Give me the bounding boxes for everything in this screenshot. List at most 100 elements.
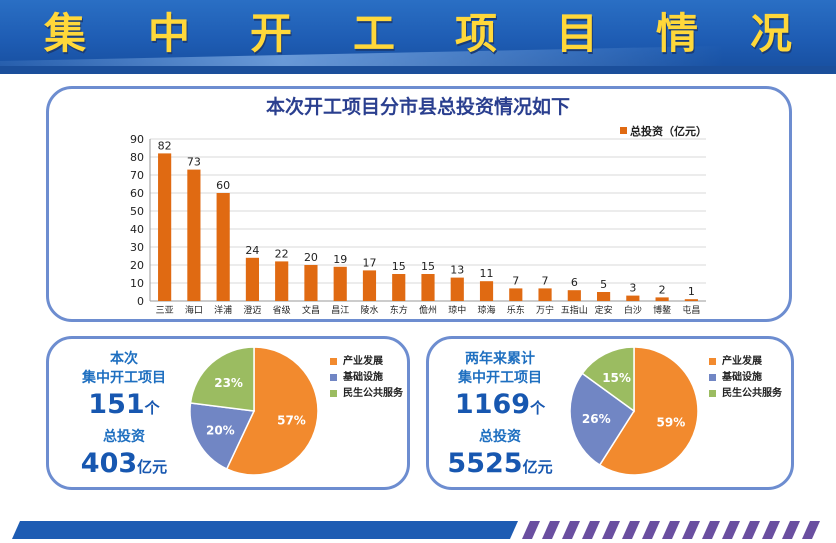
project-count: 1169 (454, 389, 531, 420)
bar-value-label: 13 (450, 264, 464, 277)
x-tick-label: 琼中 (448, 304, 466, 316)
legend-swatch (620, 127, 627, 134)
title-char: 中 (148, 9, 191, 58)
bar-value-label: 73 (187, 156, 201, 169)
x-tick-label: 屯昌 (682, 304, 700, 316)
pie-slice (598, 346, 699, 476)
legend-swatch (709, 357, 716, 365)
bar (245, 257, 260, 301)
legend-item: 产业发展 (330, 352, 383, 367)
bar (626, 295, 640, 301)
footer-stripe (782, 521, 800, 539)
x-tick-label: 省级 (273, 304, 291, 316)
y-tick-label: 0 (137, 295, 144, 308)
y-tick-label: 50 (130, 205, 144, 218)
pie-slice-label: 57% (277, 413, 306, 427)
legend-swatch (330, 389, 337, 397)
bar (567, 290, 581, 301)
bar-value-label: 6 (571, 276, 578, 289)
footer-stripe-group (522, 521, 820, 539)
title-char: 况 (750, 9, 793, 58)
y-tick-label: 20 (130, 259, 144, 272)
x-tick-label: 万宁 (536, 304, 554, 316)
y-tick-label: 70 (130, 169, 144, 182)
invest-total: 5525 (447, 448, 523, 479)
x-tick-label: 五指山 (561, 304, 588, 316)
bar (479, 281, 494, 301)
invest-unit: 亿元 (137, 458, 168, 476)
legend-label: 民生公共服务 (343, 388, 403, 399)
footer-bar (12, 521, 518, 539)
legend-item: 产业发展 (709, 352, 762, 367)
legend-item: 基础设施 (330, 368, 383, 383)
bar-value-label: 20 (304, 251, 318, 264)
footer-stripe (562, 521, 580, 539)
invest-total: 403 (80, 448, 138, 479)
pie-slice (189, 402, 256, 470)
bar (684, 299, 698, 301)
bar (538, 288, 552, 301)
project-count: 151 (88, 389, 145, 420)
y-tick-label: 10 (130, 277, 144, 290)
footer-stripe (682, 521, 700, 539)
invest-label: 总投资 (103, 429, 145, 445)
legend-swatch (709, 373, 716, 381)
bar-value-label: 17 (362, 256, 376, 269)
bar (655, 297, 669, 301)
pie-slice-label: 15% (602, 371, 631, 385)
count-unit: 个 (530, 399, 546, 417)
footer-stripe (662, 521, 680, 539)
invest-label: 总投资 (479, 429, 521, 445)
pie-chart-current: 57% 20% 23% (189, 346, 319, 476)
x-tick-label: 澄迈 (243, 304, 261, 316)
title-char: 情 (656, 9, 699, 58)
bar (392, 274, 406, 301)
bar-value-label: 11 (480, 267, 494, 280)
legend-item: 民生公共服务 (709, 384, 782, 399)
pie-slice (569, 372, 636, 467)
bar (216, 193, 230, 301)
x-tick-label: 琼海 (478, 304, 496, 316)
footer-stripe (622, 521, 640, 539)
bar-value-label: 15 (392, 260, 406, 273)
bar (596, 292, 611, 301)
footer-stripes (12, 521, 820, 539)
bar (333, 266, 347, 301)
cumulative-stats: 两年来累计 集中开工项目 1169个 总投资 5525亿元 (444, 350, 556, 481)
stat-line1: 本次 (110, 351, 138, 367)
y-tick-label: 60 (130, 187, 144, 200)
footer-stripe (642, 521, 660, 539)
x-tick-label: 白沙 (624, 304, 642, 316)
bar (450, 277, 464, 301)
footer-stripe (702, 521, 720, 539)
stat-line1: 两年来累计 (465, 351, 535, 367)
bar-value-label: 1 (688, 285, 695, 298)
legend-item: 民生公共服务 (330, 384, 403, 399)
legend-swatch (330, 357, 337, 365)
bar (304, 265, 318, 301)
pie-slice (225, 346, 319, 476)
x-tick-label: 定安 (595, 304, 613, 316)
legend-label: 产业发展 (343, 356, 383, 367)
bar (158, 153, 172, 301)
legend-swatch (330, 373, 337, 381)
bar-value-label: 7 (542, 274, 549, 287)
title-char: 集 (44, 9, 87, 58)
header-banner: 集 中 开 工 项 目 情 况 (0, 0, 836, 74)
pie-slice-label: 26% (582, 412, 611, 426)
title-char: 工 (353, 9, 396, 58)
pie-slice-label: 23% (214, 376, 243, 390)
x-tick-label: 儋州 (419, 304, 437, 316)
footer-stripe (602, 521, 620, 539)
x-tick-label: 东方 (390, 304, 408, 316)
stat-line2: 集中开工项目 (82, 370, 166, 386)
pie-chart-cumulative: 59% 26% 15% (569, 346, 699, 476)
bar (509, 288, 523, 301)
y-tick-label: 80 (130, 151, 144, 164)
header-underline (0, 66, 836, 74)
footer-stripe (762, 521, 780, 539)
y-tick-label: 40 (130, 223, 144, 236)
count-unit: 个 (144, 399, 160, 417)
legend-label: 基础设施 (722, 372, 762, 383)
